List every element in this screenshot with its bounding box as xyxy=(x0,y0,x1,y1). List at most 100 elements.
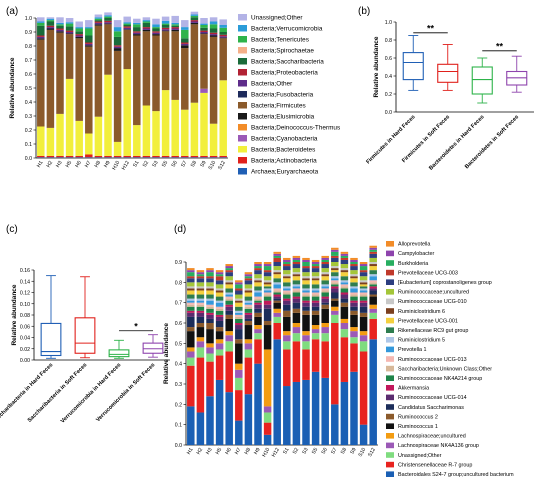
bar-segment xyxy=(225,270,233,273)
legend-label: Bacteria;Saccharibacteria xyxy=(251,59,324,66)
bar-segment xyxy=(359,294,368,297)
legend-swatch xyxy=(386,423,394,429)
bar-segment xyxy=(263,412,272,423)
bar-segment xyxy=(235,377,243,391)
bar-segment xyxy=(235,280,243,283)
bar-segment xyxy=(244,278,253,281)
bar-segment xyxy=(196,357,205,413)
bar-segment xyxy=(161,16,170,21)
bar-segment xyxy=(206,343,214,348)
bar-segment xyxy=(206,308,214,313)
bar-segment xyxy=(302,306,310,311)
bar-segment xyxy=(206,300,214,305)
bar-segment xyxy=(340,286,349,289)
bar-segment xyxy=(196,327,205,338)
bar-segment xyxy=(187,278,195,283)
legend-label: Bacteria;Bacteroidetes xyxy=(251,147,315,154)
x-tick-label: S10 xyxy=(208,160,218,171)
bar-segment xyxy=(359,335,368,342)
bar-segment xyxy=(206,298,214,301)
bar-segment xyxy=(302,284,310,289)
bar-segment xyxy=(133,31,141,33)
x-tick-label: S2 xyxy=(292,447,300,456)
bar-segment xyxy=(283,292,291,295)
bar-segment xyxy=(219,32,227,35)
legend-label: Bacteria;Actinobacteria xyxy=(251,158,317,165)
bar-segment xyxy=(292,298,301,303)
bar-segment xyxy=(235,294,243,299)
bar-segment xyxy=(187,357,195,366)
bar-segment xyxy=(369,312,377,319)
bar-segment xyxy=(123,22,131,24)
legend-swatch xyxy=(238,146,247,153)
y-axis-label: Relative abundance xyxy=(163,323,170,384)
legend-swatch xyxy=(386,279,394,285)
bar-segment xyxy=(263,288,272,291)
bar-segment xyxy=(350,306,358,311)
bar-segment xyxy=(206,361,214,397)
bar-segment xyxy=(196,288,205,291)
bar-segment xyxy=(292,262,301,265)
bar-segment xyxy=(263,325,272,350)
bar-segment xyxy=(37,38,45,40)
bar-segment xyxy=(219,38,227,81)
bar-segment xyxy=(311,314,320,326)
bar-segment xyxy=(283,276,291,279)
bar-segment xyxy=(187,276,195,279)
bar-segment xyxy=(244,343,253,350)
bar-segment xyxy=(85,45,93,47)
bar-segment xyxy=(321,272,329,275)
bar-segment xyxy=(283,259,291,262)
legend-label: Bacteria;Proteobacteria xyxy=(251,70,318,77)
y-tick-label: 0.4 xyxy=(175,362,182,368)
bar-segment xyxy=(311,278,320,281)
bar-segment xyxy=(75,31,83,35)
bar-segment xyxy=(215,292,224,297)
y-tick-label: 1.0 xyxy=(385,20,392,26)
bar-segment xyxy=(219,34,227,37)
bar-segment xyxy=(331,272,339,277)
bar-segment xyxy=(94,155,103,158)
bar-segment xyxy=(273,288,281,291)
bar-segment xyxy=(123,16,131,23)
x-tick-label: Verrucomicrobia in Hard Feces xyxy=(60,362,123,425)
bar-segment xyxy=(273,274,281,279)
bar-segment xyxy=(190,11,199,15)
bar-segment xyxy=(263,262,272,265)
bar-segment xyxy=(254,339,262,364)
bar-segment xyxy=(321,296,329,299)
bar-segment xyxy=(311,280,320,285)
bar-segment xyxy=(219,25,227,28)
bar-segment xyxy=(75,34,83,36)
legend-label: Bacteria;Other xyxy=(251,81,293,88)
legend-label: Lachnospiraceae;uncultured xyxy=(398,434,466,440)
bar-segment xyxy=(369,286,377,289)
bar-segment xyxy=(340,292,349,295)
bar-segment xyxy=(340,264,349,269)
legend-label: Unassigned;Other xyxy=(398,453,442,459)
bar-segment xyxy=(359,351,368,425)
bar-segment xyxy=(56,29,64,32)
bar-segment xyxy=(225,306,233,311)
bar-segment xyxy=(152,157,160,158)
bar-segment xyxy=(321,257,329,260)
bar-segment xyxy=(235,329,243,340)
bar-segment xyxy=(142,22,151,28)
bar-segment xyxy=(254,316,262,326)
x-tick-label: H9 xyxy=(253,447,262,456)
bar-segment xyxy=(292,264,301,269)
bar-segment xyxy=(359,270,368,273)
bar-segment xyxy=(235,312,243,315)
bar-segment xyxy=(37,155,45,158)
bar-segment xyxy=(292,290,301,293)
panel-label-d: (d) xyxy=(174,224,186,235)
legend-swatch xyxy=(238,91,247,98)
bar-segment xyxy=(225,300,233,305)
bar-segment xyxy=(104,18,112,21)
bar-segment xyxy=(113,31,122,37)
bar-segment xyxy=(196,312,205,317)
bar-segment xyxy=(350,337,358,344)
bar-segment xyxy=(181,29,189,39)
bar-segment xyxy=(190,20,199,22)
